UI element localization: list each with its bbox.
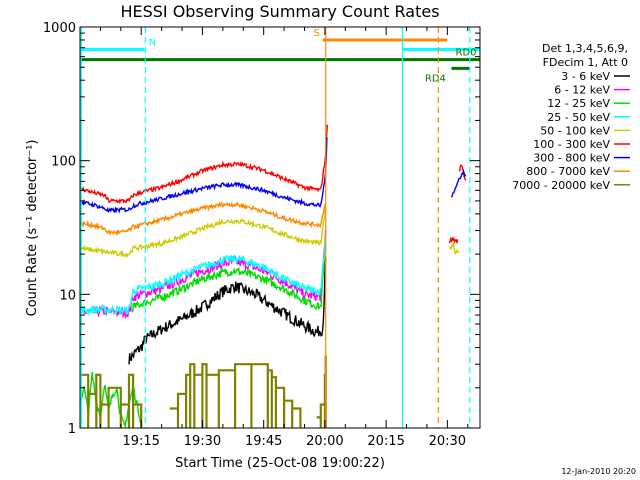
- series-6-12keV: [79, 229, 327, 320]
- series-line: [79, 208, 327, 259]
- y-tick-label: 10: [59, 288, 76, 303]
- series-line: [79, 124, 328, 205]
- legend-entry-label: 7000 - 20000 keV: [512, 179, 610, 192]
- series-100-300keV: [79, 124, 467, 244]
- series-line: [79, 236, 327, 317]
- x-tick-label: 19:30: [184, 434, 221, 449]
- y-tick-label: 1000: [43, 21, 76, 36]
- legend-header-line-1: Det 1,3,4,5,6,9,: [542, 42, 628, 55]
- chart-title: HESSI Observing Summary Count Rates: [120, 2, 439, 21]
- flag-label: RD4: [425, 73, 446, 84]
- series-line: [128, 256, 327, 365]
- legend-header-line-2: FDecim 1, Att 0: [543, 56, 628, 69]
- y-tick-label: 100: [51, 155, 76, 170]
- series-line: [79, 200, 327, 237]
- legend-entry-label: 3 - 6 keV: [561, 70, 610, 83]
- x-tick-label: 20:00: [306, 434, 343, 449]
- y-axis-label: Count Rate (s⁻¹ detector⁻¹): [25, 140, 40, 317]
- vline-layer: [80, 27, 471, 428]
- legend-entry-label: 800 - 7000 keV: [526, 165, 610, 178]
- flag-label: N: [149, 37, 156, 48]
- series-line: [448, 242, 460, 255]
- footer-timestamp: 12-Jan-2010 20:20: [561, 467, 636, 476]
- legend-entry-label: 25 - 50 keV: [547, 111, 610, 124]
- axis-layer: 19:15 19:30 19:45 20:00 20:15 20:30 1 10 100 1000: [43, 21, 480, 449]
- x-axis-label: Start Time (25-Oct-08 19:00:22): [175, 456, 385, 471]
- flag-label: S: [313, 28, 319, 39]
- series-50-100keV: [79, 208, 460, 259]
- legend-entry-label: 6 - 12 keV: [554, 84, 610, 97]
- legend-entry-label: 12 - 25 keV: [547, 97, 610, 110]
- series-line: [79, 372, 142, 429]
- legend-entry-label: 50 - 100 keV: [540, 124, 610, 137]
- series-line: [169, 363, 302, 428]
- series-line: [448, 236, 459, 244]
- plot-frame: [79, 26, 481, 429]
- series-line: [130, 243, 327, 313]
- series-line: [316, 355, 327, 428]
- legend-entry-label: 300 - 800 keV: [533, 152, 610, 165]
- series-3-6keV: [128, 256, 327, 365]
- series-line: [450, 168, 467, 198]
- series-300-800keV: [79, 137, 467, 214]
- legend: Det 1,3,4,5,6,9, FDecim 1, Att 0 3 - 6 k…: [512, 42, 630, 192]
- series-line: [79, 229, 327, 320]
- series-12-25keV: [79, 243, 327, 429]
- x-tick-label: 19:15: [122, 434, 159, 449]
- series-line: [80, 373, 143, 428]
- series-line: [79, 137, 328, 214]
- series-800-7000keV: [79, 200, 327, 237]
- flag-layer: N S RD0 RD4: [80, 28, 480, 84]
- series-layer: [79, 124, 467, 429]
- x-tick-label: 19:45: [245, 434, 282, 449]
- x-tick-label: 20:30: [429, 434, 466, 449]
- flag-label: RD0: [456, 48, 477, 59]
- legend-entry-label: 100 - 300 keV: [533, 138, 610, 151]
- series-25-50keV: [79, 236, 327, 317]
- x-tick-label: 20:15: [367, 434, 404, 449]
- y-tick-label: 1: [68, 422, 76, 437]
- series-line: [458, 163, 467, 181]
